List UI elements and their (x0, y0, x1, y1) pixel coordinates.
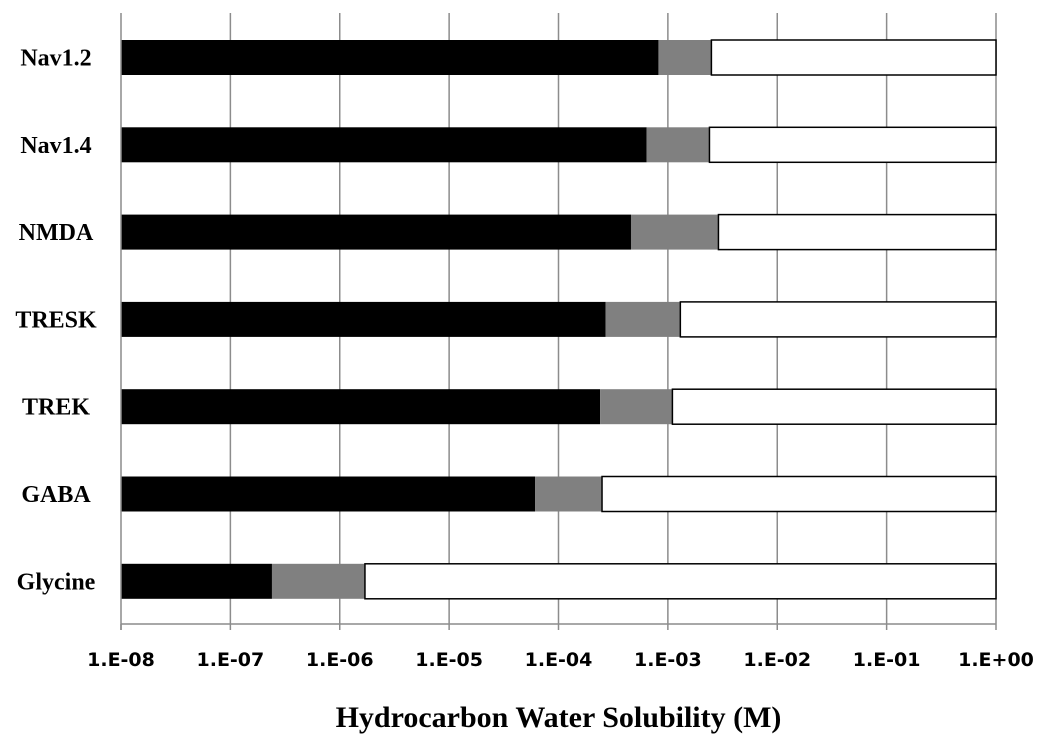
x-tick-label: 1.E-02 (743, 649, 811, 671)
category-label: GABA (21, 482, 91, 508)
bar-segment (630, 214, 719, 250)
bar-segment (717, 213, 997, 251)
category-labels: Nav1.2 Nav1.4 NMDA TRESK TREK GABA Glycine (15, 46, 97, 596)
category-label: Nav1.4 (20, 133, 91, 159)
bar-segment (605, 301, 681, 337)
bar-segment (535, 476, 603, 512)
bar-segment (600, 389, 673, 425)
bar-segment (710, 39, 997, 76)
bar-segment (121, 127, 647, 163)
bar-segment (271, 563, 365, 599)
category-label: TRESK (15, 307, 97, 333)
x-axis: 1.E-08 1.E-07 1.E-06 1.E-05 1.E-04 1.E-03 1.E-… (87, 13, 1034, 671)
bar-segment (708, 126, 997, 164)
bar-segment (121, 563, 272, 599)
x-tick-label: 1.E-03 (634, 649, 702, 671)
x-axis-title: Hydrocarbon Water Solubility (M) (336, 701, 782, 734)
x-tick-label: 1.E-05 (415, 649, 483, 671)
bar-segment (679, 301, 997, 338)
bar-segment (121, 301, 606, 337)
category-label: Nav1.2 (20, 46, 91, 72)
bar-segment (121, 40, 659, 75)
bar-segment (364, 563, 997, 600)
bar-segment (121, 214, 631, 250)
bar-segment (121, 476, 536, 512)
x-tick-label: 1.E+00 (958, 649, 1034, 671)
bar-segment (671, 388, 997, 425)
x-tick-label: 1.E-07 (197, 649, 265, 671)
bar-segment (658, 40, 712, 75)
x-tick-label: 1.E-08 (87, 649, 155, 671)
bars (121, 39, 997, 600)
bar-segment (121, 389, 601, 425)
bar-segment (601, 475, 997, 513)
x-tick-label: 1.E-01 (853, 649, 921, 671)
category-label: NMDA (19, 220, 94, 246)
bar-segment (646, 127, 710, 163)
category-label: Glycine (17, 569, 96, 595)
x-tick-label: 1.E-06 (306, 649, 374, 671)
x-tick-label: 1.E-04 (525, 649, 593, 671)
category-label: TREK (22, 395, 90, 421)
